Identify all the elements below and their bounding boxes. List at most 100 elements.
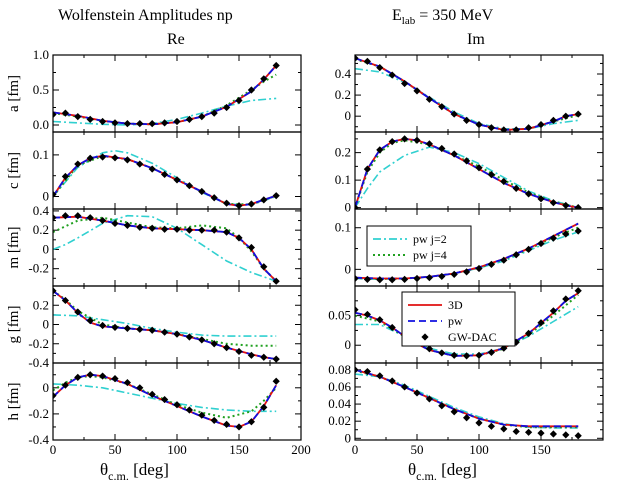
data-point <box>99 216 107 225</box>
panel-re-3: -0.2 0 0.2 0.4 m [fm] <box>6 203 302 287</box>
data-point <box>463 116 471 124</box>
data-point <box>173 117 181 126</box>
data-point <box>223 344 231 352</box>
x-tick-label: 0 <box>352 442 359 457</box>
series-pw <box>53 290 277 360</box>
data-point <box>574 227 582 235</box>
data-point <box>223 199 231 207</box>
data-point <box>161 395 169 404</box>
data-point <box>123 156 131 164</box>
data-point <box>173 401 181 409</box>
y-tick-label: -0.2 <box>28 261 49 276</box>
data-point <box>260 263 268 271</box>
series-gw-dac <box>53 61 280 128</box>
data-point <box>525 245 533 253</box>
y-axis-label: a [fm] <box>6 75 22 112</box>
data-point <box>61 172 69 181</box>
data-point <box>376 64 384 72</box>
data-point <box>247 243 255 252</box>
y-tick-label: 1.0 <box>33 47 49 62</box>
data-point <box>161 328 169 336</box>
data-point <box>388 323 396 332</box>
x-label-rest: [deg] <box>129 460 169 479</box>
legend-entry-pw: pw <box>408 314 463 328</box>
data-point <box>500 177 508 186</box>
data-point <box>388 377 396 385</box>
y-tick-label: 0.04 <box>328 396 351 411</box>
x-label-sub-r: c.m. <box>416 469 437 483</box>
data-point <box>86 154 94 162</box>
data-point <box>376 276 384 284</box>
data-point <box>562 112 570 120</box>
data-point <box>123 221 131 229</box>
data-point <box>53 190 57 199</box>
data-point <box>53 214 57 222</box>
data-point <box>185 115 193 123</box>
y-axis-label: g [fm] <box>6 306 22 344</box>
data-point <box>438 103 446 111</box>
data-point <box>86 115 94 123</box>
data-point <box>549 116 557 124</box>
data-point <box>235 347 243 356</box>
data-point <box>272 377 280 385</box>
data-point <box>363 57 371 65</box>
series-pw-j-4 <box>53 216 277 282</box>
series-gw-dac <box>53 153 280 209</box>
data-point <box>500 344 508 352</box>
data-point <box>53 110 57 119</box>
y-tick-label: -0.2 <box>28 406 49 421</box>
data-point <box>61 381 69 389</box>
panel-re-1-series <box>53 61 280 128</box>
data-point <box>525 124 533 132</box>
y-tick-label: 0.1 <box>335 172 351 187</box>
data-point <box>487 348 495 356</box>
data-point <box>247 351 255 359</box>
data-point <box>111 154 119 162</box>
data-point <box>376 372 384 380</box>
data-point <box>512 126 520 132</box>
data-point <box>210 109 218 117</box>
y-tick-label: 0.1 <box>33 147 49 162</box>
data-point <box>173 176 181 184</box>
data-point <box>161 119 169 127</box>
data-point <box>450 110 458 118</box>
legend-2: 3D pw GW-DAC <box>401 291 516 347</box>
data-point <box>425 274 433 282</box>
data-point <box>123 120 131 128</box>
data-point <box>363 275 371 283</box>
data-point <box>512 427 520 436</box>
y-tick-label: -0.4 <box>28 432 49 447</box>
panel-im-5-ticks: 00.020.040.060.080 50 100 150 <box>328 362 604 457</box>
data-point <box>388 276 396 284</box>
data-point <box>148 120 156 128</box>
series-gw-dac <box>53 212 280 285</box>
series-3d <box>53 154 277 207</box>
data-point <box>235 96 243 105</box>
data-point <box>376 316 384 324</box>
legend-entry-3d: 3D <box>408 298 463 312</box>
y-tick-label: 0.1 <box>335 220 351 235</box>
x-label-theta: θ <box>100 460 108 479</box>
series-gw-dac <box>53 287 280 363</box>
series-pw <box>355 292 579 357</box>
series-pw-j-4 <box>355 139 579 209</box>
data-point <box>500 425 508 433</box>
y-tick-label: 0 <box>43 380 50 395</box>
data-point <box>198 226 206 234</box>
data-point <box>401 383 409 391</box>
y-axis-label: h [fm] <box>6 383 22 421</box>
data-point <box>136 325 144 333</box>
x-tick-label: 0 <box>50 442 57 457</box>
data-point <box>413 389 421 397</box>
data-point <box>99 372 107 380</box>
data-point <box>136 384 144 392</box>
data-point <box>537 121 545 129</box>
panel-re-1-ticks: 0.0 0.5 1.0 <box>33 47 302 132</box>
data-point <box>463 352 471 360</box>
data-point <box>562 431 570 439</box>
series-pw-j-4 <box>53 289 277 347</box>
x-label-sub: c.m. <box>108 469 129 483</box>
data-point <box>574 110 582 118</box>
data-point <box>223 103 231 112</box>
